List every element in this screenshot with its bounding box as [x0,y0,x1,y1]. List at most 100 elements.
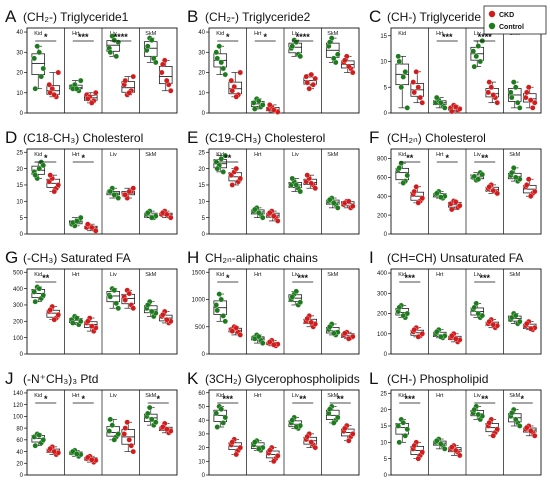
significance-stars-kid: *** [222,394,233,404]
point-ckd-liv [121,431,128,437]
point-control-liv [475,43,481,49]
point-control-kid [32,172,39,178]
y-tick-label: 40 [198,418,205,424]
point-control-skm [326,324,333,330]
significance-stars-kid: * [44,32,48,42]
y-tick-label: 30 [16,50,23,56]
point-ckd-skm [163,426,170,433]
significance-stars-kid: *** [404,273,415,283]
significance-stars-kid: *** [404,394,415,404]
point-ckd-liv [130,73,136,80]
point-ckd-skm [163,316,170,323]
point-control-liv [289,175,295,182]
point-ckd-kid [237,175,243,182]
point-control-liv [473,53,479,60]
point-control-hrt [437,194,444,200]
point-ckd-kid [233,94,239,100]
point-control-kid [32,298,39,305]
point-control-hrt [433,94,440,101]
point-ckd-skm [530,105,536,111]
point-ckd-kid [415,200,421,206]
group-label-liv: Liv [292,31,299,37]
point-control-skm [510,79,517,85]
point-control-kid [213,410,219,417]
point-ckd-skm [349,203,356,209]
y-tick-label: 100 [13,415,24,421]
point-control-liv [471,304,477,311]
point-ckd-skm [159,61,166,68]
point-control-skm [517,318,523,325]
y-tick-label: 300 [377,291,388,297]
point-ckd-liv [124,419,131,425]
group-label-liv: Liv [292,393,299,399]
point-control-skm [513,84,519,90]
panel-letter: D [5,128,17,147]
point-control-hrt [437,334,444,340]
group-label-skm: SkM [327,152,338,158]
y-tick-label: 0 [202,473,206,479]
point-control-hrt [433,437,440,444]
point-control-kid [218,156,224,162]
point-control-liv [471,406,477,413]
point-control-hrt [255,446,262,452]
panel-e: E (C19-CH₃) Cholesterol 0 5 10 15 20 25 Kid Hrt Li… [187,128,360,238]
panel-title: CH₂ₙ-aliphatic chains [205,251,318,265]
y-tick-label: 60 [16,438,23,444]
group-label-liv: Liv [292,152,299,158]
panel-title: (-CH₃) Saturated FA [23,251,131,265]
y-tick-label: 20 [198,446,205,452]
point-ckd-skm [528,97,534,103]
group-label-kid: Kid [34,31,42,37]
point-control-liv [293,288,299,295]
point-control-skm [508,169,515,176]
point-control-skm [513,174,519,181]
point-ckd-hrt [89,100,95,106]
point-ckd-skm [167,87,174,94]
point-control-skm [508,94,515,101]
point-control-kid [400,419,406,426]
point-control-skm [510,165,517,171]
y-tick-label: 25 [16,150,23,156]
y-tick-label: 0 [20,232,24,238]
point-ckd-liv [490,92,496,98]
point-ckd-skm [524,424,530,431]
y-tick-label: 200 [377,312,388,318]
y-tick-label: 15 [380,34,387,40]
point-control-kid [218,296,224,303]
point-control-liv [297,53,303,60]
panel-title: (CH₂ₙ) Cholesterol [387,131,486,145]
point-control-hrt [70,320,76,326]
point-control-kid [32,442,39,449]
y-tick-label: 300 [13,303,24,309]
panel-title: (C18-CH₃) Cholesterol [23,131,143,145]
y-tick-label: 1000 [192,298,206,304]
point-control-hrt [437,441,444,447]
point-control-skm [330,55,337,62]
point-control-skm [148,416,155,423]
point-control-hrt [74,218,80,224]
group-label-liv: Liv [474,31,481,37]
point-ckd-liv [304,79,310,86]
panel-i: I (CH=CH) Unsaturated FA 0 100 200 300 400 Kid H… [369,248,542,358]
group-label-hrt: Hrt [72,152,80,158]
panel-letter: E [187,128,198,147]
point-ckd-skm [341,57,348,64]
point-ckd-skm [532,433,538,439]
point-control-kid [216,291,222,297]
point-control-kid [214,307,220,314]
point-ckd-liv [130,185,136,191]
point-control-hrt [441,105,448,111]
box-ckd-skm [158,66,173,85]
point-ckd-hrt [448,206,455,213]
point-ckd-kid [51,188,58,195]
point-control-kid [31,55,37,62]
point-ckd-skm [345,63,352,70]
point-control-kid [220,65,226,72]
significance-stars-hrt: *** [78,32,89,42]
group-label-hrt: Hrt [436,31,444,37]
point-ckd-hrt [89,457,95,463]
y-tick-label: 500 [195,325,206,331]
point-ckd-skm [345,335,352,342]
point-control-kid [213,302,219,308]
